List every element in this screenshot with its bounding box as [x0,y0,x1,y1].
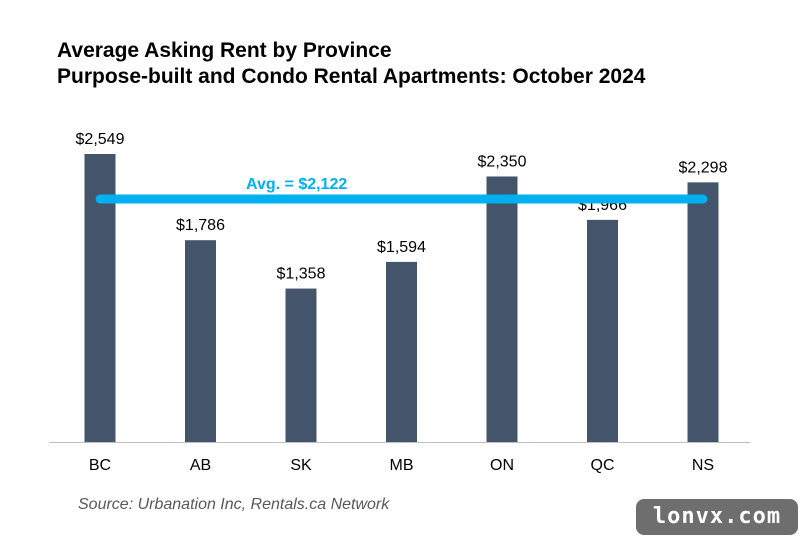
data-label-sk: $1,358 [277,266,326,283]
x-tick-label-bc: BC [89,457,111,474]
x-tick-label-sk: SK [290,457,312,474]
bar-ns [687,182,719,442]
bar-mb [386,261,417,442]
x-tick-label-ns: NS [692,457,714,474]
data-label-ab: $1,786 [176,217,225,234]
chart-title: Average Asking Rent by Province Purpose-… [57,38,645,90]
x-tick-label-on: ON [490,457,514,474]
data-label-mb: $1,594 [377,239,426,256]
chart-title-line-1: Average Asking Rent by Province [57,39,392,62]
source-note: Source: Urbanation Inc, Rentals.ca Netwo… [78,496,390,513]
bar-on [486,176,518,442]
data-label-bc: $2,549 [76,131,125,148]
x-tick-label-mb: MB [390,457,414,474]
data-label-on: $2,350 [478,153,527,170]
average-label: Avg. = $2,122 [246,176,347,193]
bar-qc [587,219,618,442]
x-tick-label-ab: AB [190,457,211,474]
bar-ab [185,240,216,442]
x-tick-label-qc: QC [591,457,615,474]
watermark-logo: lonvx.com [636,499,798,535]
chart-title-line-2: Purpose-built and Condo Rental Apartment… [57,65,646,88]
bar-sk [285,288,317,442]
data-label-ns: $2,298 [679,159,728,176]
